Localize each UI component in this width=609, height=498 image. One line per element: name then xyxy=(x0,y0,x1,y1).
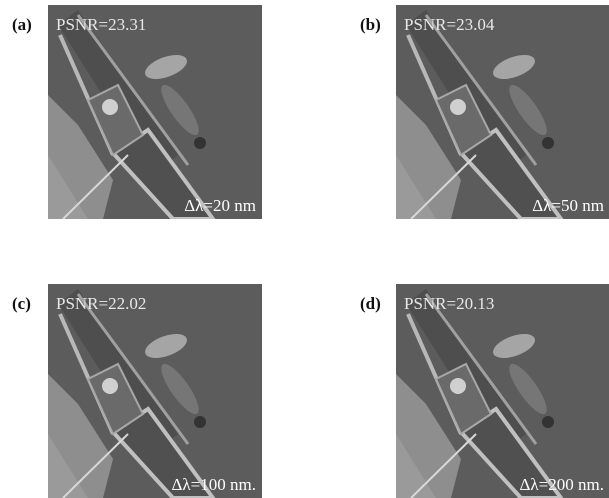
panel-image xyxy=(48,284,262,498)
figure: (a) PSNR=23.31 Δλ=20 nm (b) PSNR=23.04 Δλ=50 … xyxy=(0,0,609,498)
panel-label: (d) xyxy=(360,294,381,313)
bandwidth-label: Δλ=20 nm xyxy=(184,196,256,215)
panel-label: (a) xyxy=(12,15,32,34)
panel-image xyxy=(396,284,609,498)
panel-image xyxy=(48,5,262,219)
psnr-label: PSNR=23.31 xyxy=(56,15,146,34)
panel-label: (c) xyxy=(12,294,31,313)
panel-label: (b) xyxy=(360,15,381,34)
bandwidth-label: Δλ=200 nm. xyxy=(520,475,605,494)
panel-image xyxy=(396,5,609,219)
psnr-label: PSNR=23.04 xyxy=(404,15,495,34)
bandwidth-label: Δλ=50 nm xyxy=(532,196,604,215)
psnr-label: PSNR=20.13 xyxy=(404,294,494,313)
psnr-label: PSNR=22.02 xyxy=(56,294,146,313)
bandwidth-label: Δλ=100 nm. xyxy=(172,475,257,494)
